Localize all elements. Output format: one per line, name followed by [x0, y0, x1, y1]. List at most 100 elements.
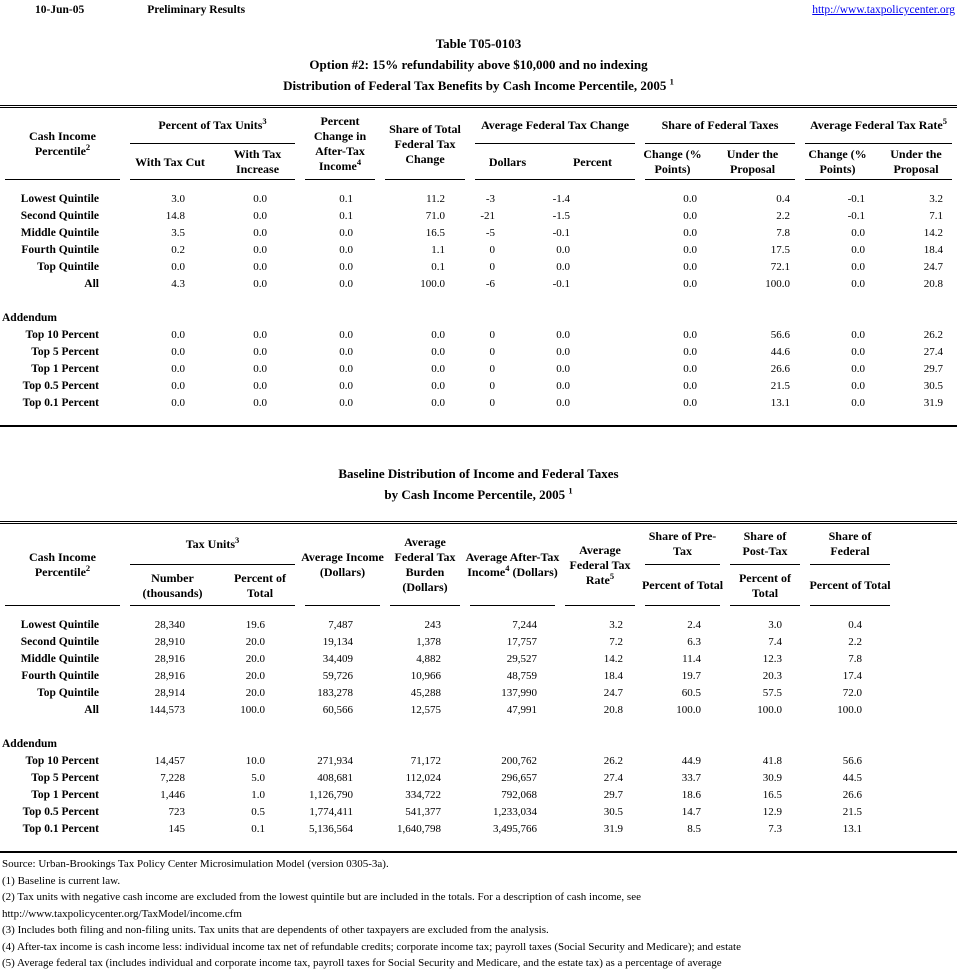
row-label: Top 0.5 Percent [22, 379, 99, 392]
header-percent-of-total: Percent of Total [738, 570, 792, 600]
cell-value: 0.0 [556, 243, 570, 256]
cell-value: 0.0 [851, 226, 865, 239]
cell-value: 26.6 [770, 362, 790, 375]
cell-value: 1,774,411 [309, 805, 353, 818]
cell-value: 0.4 [776, 192, 790, 205]
cell-value: 0.0 [556, 362, 570, 375]
cell-value: 5,136,564 [309, 822, 353, 835]
cell-value: 6.3 [687, 635, 701, 648]
cell-value: -0.1 [552, 277, 570, 290]
cell-value: 0.0 [851, 362, 865, 375]
table-row: Fourth Quintile 28,916 20.0 59,726 10,966 48,… [0, 667, 957, 684]
cell-value: 14,457 [154, 754, 185, 767]
header-percent-of-total: Percent of Total [809, 578, 891, 592]
cell-value: 0.5 [251, 805, 265, 818]
header-group-avg-federal-tax-rate: Average Federal Tax Rate5 Change (% Poin… [800, 108, 957, 180]
cell-value [895, 820, 957, 837]
cell-value: 0.0 [171, 345, 185, 358]
cell-value: 0.1 [251, 822, 265, 835]
header-number-thousands: Number (thousands) [142, 570, 203, 600]
cell-value: 1.1 [431, 243, 445, 256]
cell-value: 44.5 [842, 771, 862, 784]
row-label: Top 0.5 Percent [22, 805, 99, 818]
cell-value: 44.6 [770, 345, 790, 358]
cell-value: 408,681 [317, 771, 353, 784]
header-percent-of-total: Percent of Total [233, 570, 287, 600]
header-spacer [895, 524, 957, 606]
header-group-share-post-tax: Share of Post-Tax Percent of Total [725, 524, 805, 606]
cell-value: 0 [489, 328, 496, 341]
header-group-share-federal-taxes: Share of Federal Taxes Change (% Points)… [640, 108, 800, 180]
cell-value: 33.7 [681, 771, 701, 784]
row-label: Second Quintile [20, 635, 99, 648]
cell-value: 12,575 [410, 703, 441, 716]
cell-value: 0.0 [253, 260, 267, 273]
cell-value: 26.2 [603, 754, 623, 767]
table-row: Top 0.1 Percent 0.0 0.0 0.0 0.0 0 0.0 0.0 13.1 0.… [0, 394, 957, 411]
baseline-table-header: Cash Income Percentile2 Tax Units3 Numbe… [0, 524, 957, 606]
cell-value: 45,288 [410, 686, 441, 699]
cell-value: 0.0 [851, 396, 865, 409]
table-row: Middle Quintile 28,916 20.0 34,409 4,882 29,5… [0, 650, 957, 667]
table1-title: Table T05-0103 Option #2: 15% refundabil… [0, 33, 957, 96]
cell-value: 31.9 [603, 822, 623, 835]
cell-value: 0.0 [171, 379, 185, 392]
cell-value: 2.2 [848, 635, 862, 648]
cell-value: 10,966 [410, 669, 441, 682]
cell-value: 0.0 [253, 396, 267, 409]
cell-value: 0.1 [431, 260, 445, 273]
header-average-income: Average Income (Dollars) [300, 524, 385, 606]
row-label: All [84, 277, 99, 290]
cell-value: 0 [489, 362, 496, 375]
table-row: Second Quintile 28,910 20.0 19,134 1,378 17,7… [0, 633, 957, 650]
cell-value [640, 735, 725, 752]
cell-value: 7,244 [512, 618, 537, 631]
cell-value: 20.0 [245, 669, 265, 682]
cell-value: 3.5 [171, 226, 185, 239]
cell-value: 0.0 [253, 192, 267, 205]
cell-value: 0.0 [339, 226, 353, 239]
cell-value: 56.6 [842, 754, 862, 767]
row-label: Top Quintile [37, 686, 99, 699]
cell-value: 7.1 [929, 209, 943, 222]
row-label: Top Quintile [37, 260, 99, 273]
taxpolicycenter-link[interactable]: http://www.taxpolicycenter.org [812, 4, 955, 16]
row-label: Middle Quintile [20, 226, 99, 239]
cell-value: 0.0 [339, 243, 353, 256]
cell-value: 1.0 [251, 788, 265, 801]
cell-value: 20.8 [923, 277, 943, 290]
table-row: Top 10 Percent 14,457 10.0 271,934 71,172 200… [0, 752, 957, 769]
cell-value [560, 735, 640, 752]
cell-value: 16.5 [762, 788, 782, 801]
cell-value: 59,726 [322, 669, 353, 682]
cell-value: 0.0 [556, 379, 570, 392]
table-row: All 144,573 100.0 60,566 12,575 47,991 20.8 100… [0, 701, 957, 718]
cell-value: 7.8 [776, 226, 790, 239]
cell-value: 0 [489, 243, 496, 256]
cell-value: 137,990 [501, 686, 537, 699]
cell-value: -1.5 [552, 209, 570, 222]
cell-value: 21.5 [770, 379, 790, 392]
cell-value: 100.0 [240, 703, 265, 716]
table-row: Top 1 Percent 1,446 1.0 1,126,790 334,722 792… [0, 786, 957, 803]
cell-value: 0.0 [683, 209, 697, 222]
header-group-tax-units: Tax Units3 Number (thousands) Percent of… [125, 524, 300, 606]
table-row [0, 718, 957, 735]
header-share-total-federal-tax-change: Share of Total Federal Tax Change [380, 108, 470, 180]
cell-value: 0.0 [556, 345, 570, 358]
cell-value: 0.0 [339, 362, 353, 375]
cell-value: 7.4 [768, 635, 782, 648]
cell-value: 28,916 [154, 652, 185, 665]
cell-value: -5 [485, 226, 495, 239]
cell-value: 24.7 [603, 686, 623, 699]
row-label: Fourth Quintile [21, 669, 99, 682]
cell-value: 20.8 [603, 703, 623, 716]
header-pct-change-after-tax-income: Percent Change in After-Tax Income4 [300, 108, 380, 180]
cell-value: 0.0 [683, 277, 697, 290]
header-under-proposal: Under the Proposal [890, 147, 942, 176]
baseline-table: Cash Income Percentile2 Tax Units3 Numbe… [0, 521, 957, 853]
cell-value: 296,657 [501, 771, 537, 784]
cell-value: 12.3 [762, 652, 782, 665]
cell-value: 71,172 [410, 754, 441, 767]
cell-value: -0.1 [552, 226, 570, 239]
